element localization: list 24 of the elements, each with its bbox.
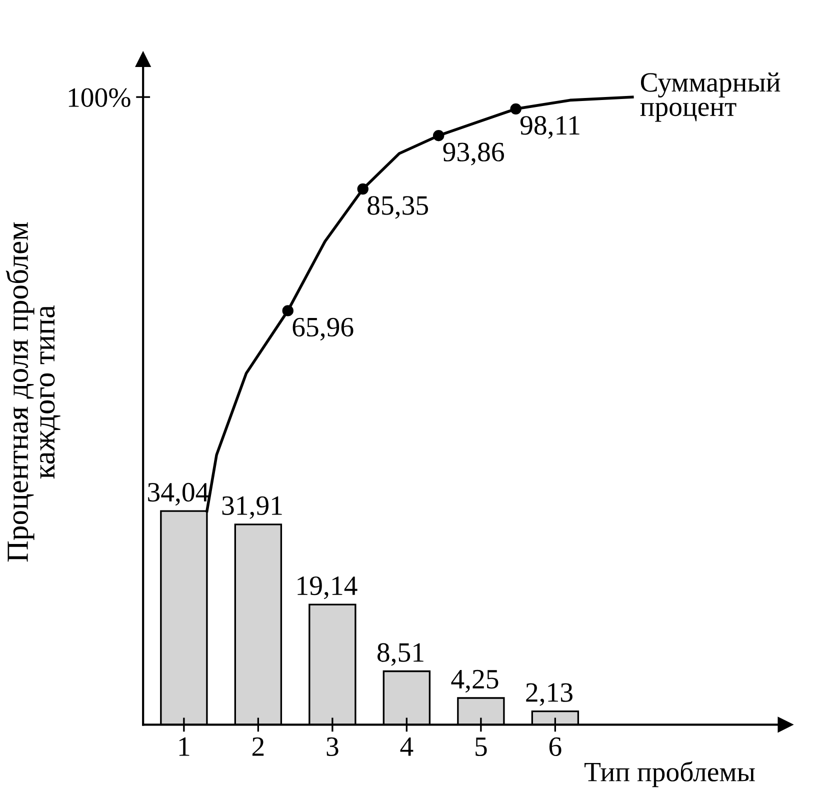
x-tick-label: 1 <box>179 737 190 756</box>
point <box>510 103 522 115</box>
data-label: 8,51 <box>377 643 424 666</box>
data-label: 19,14 <box>298 576 358 600</box>
point <box>433 130 444 142</box>
data-label: 31,91 <box>222 496 282 519</box>
x-tick-label: 3 <box>326 737 338 756</box>
point <box>357 183 368 195</box>
data-label: 2,13 <box>526 683 572 706</box>
y-axis-title: Процентная доля проблем каждого типа <box>6 222 60 562</box>
x-tick-label: 6 <box>549 737 562 756</box>
series-label: Суммарный процент <box>640 72 780 122</box>
data-label: 93,86 <box>443 142 504 166</box>
y-tick-label: 100% <box>68 88 130 108</box>
data-label: 98,11 <box>520 116 580 139</box>
data-label: 34,04 <box>148 482 209 506</box>
data-label: 65,96 <box>292 318 354 341</box>
point <box>282 305 294 316</box>
x-tick-label: 4 <box>400 737 414 756</box>
x-tick-label: 5 <box>476 738 487 756</box>
x-tick-label: 2 <box>252 737 264 756</box>
data-label: 85,35 <box>368 196 428 219</box>
x-axis-title: Тип проблемы <box>584 761 755 788</box>
data-label: 4,25 <box>451 670 498 693</box>
